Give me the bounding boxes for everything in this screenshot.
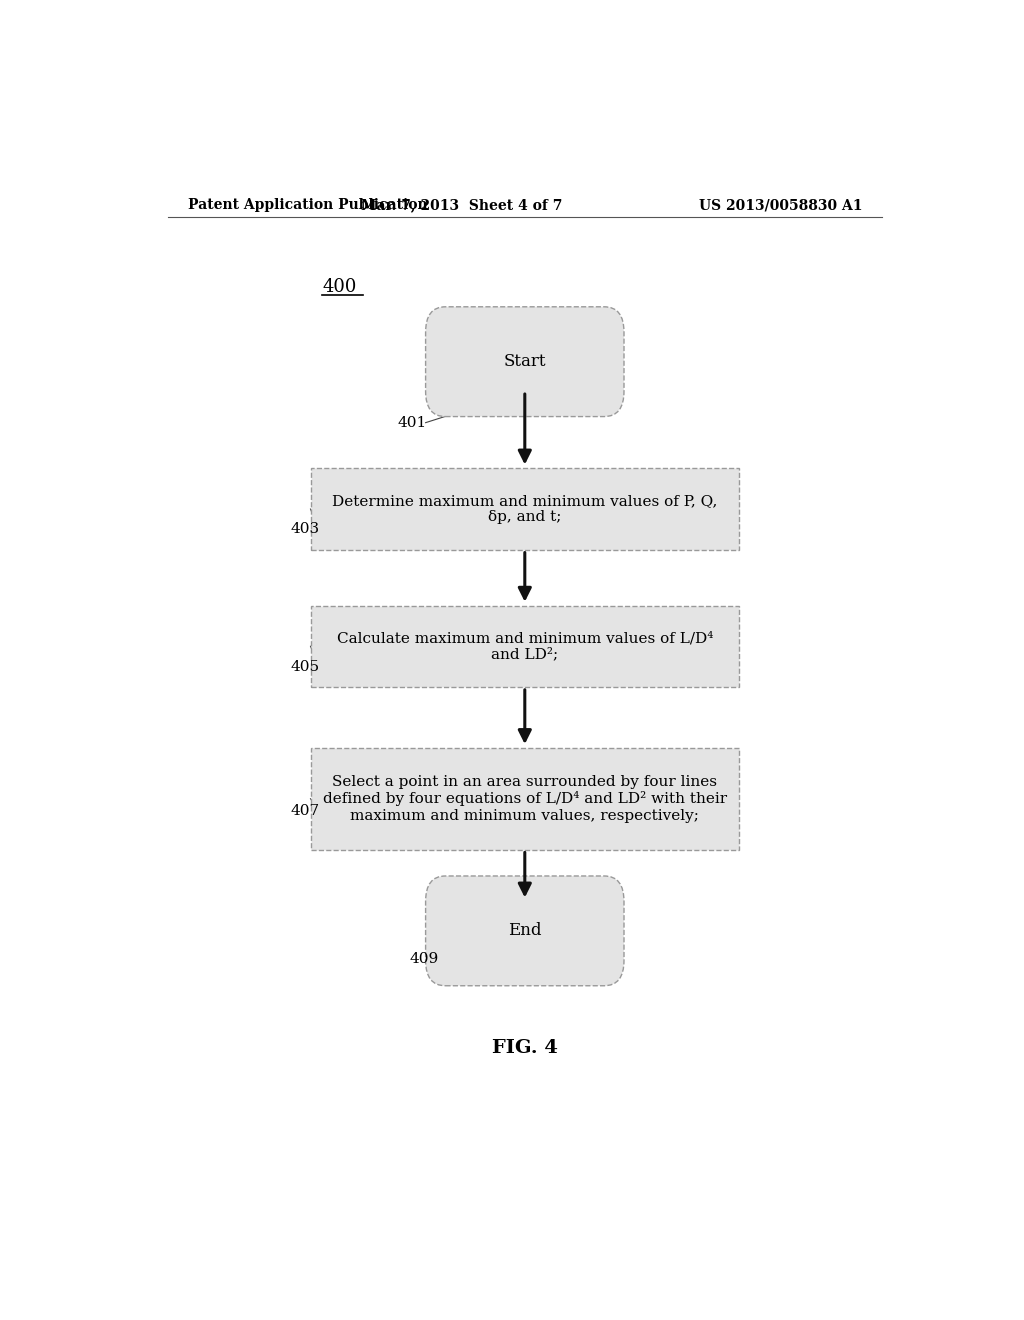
Text: End: End bbox=[508, 923, 542, 940]
FancyBboxPatch shape bbox=[426, 306, 624, 417]
Text: Start: Start bbox=[504, 354, 546, 370]
FancyBboxPatch shape bbox=[310, 748, 739, 850]
Text: 409: 409 bbox=[410, 952, 439, 966]
Text: Calculate maximum and minimum values of L/D⁴
and LD²;: Calculate maximum and minimum values of … bbox=[337, 631, 713, 661]
Text: Determine maximum and minimum values of P, Q,
δp, and t;: Determine maximum and minimum values of … bbox=[332, 494, 718, 524]
Text: 407: 407 bbox=[291, 804, 319, 818]
Text: US 2013/0058830 A1: US 2013/0058830 A1 bbox=[698, 198, 862, 213]
Text: 403: 403 bbox=[291, 523, 319, 536]
Text: 401: 401 bbox=[397, 416, 427, 430]
FancyBboxPatch shape bbox=[426, 876, 624, 986]
Text: 400: 400 bbox=[323, 279, 356, 297]
Text: FIG. 4: FIG. 4 bbox=[492, 1039, 558, 1057]
Text: Select a point in an area surrounded by four lines
defined by four equations of : Select a point in an area surrounded by … bbox=[323, 775, 727, 822]
Text: Patent Application Publication: Patent Application Publication bbox=[187, 198, 427, 213]
FancyBboxPatch shape bbox=[310, 469, 739, 549]
Text: Mar. 7, 2013  Sheet 4 of 7: Mar. 7, 2013 Sheet 4 of 7 bbox=[360, 198, 562, 213]
FancyBboxPatch shape bbox=[310, 606, 739, 686]
Text: 405: 405 bbox=[291, 660, 319, 673]
